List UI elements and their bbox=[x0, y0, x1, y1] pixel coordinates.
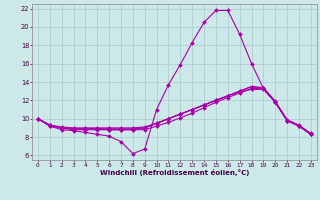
X-axis label: Windchill (Refroidissement éolien,°C): Windchill (Refroidissement éolien,°C) bbox=[100, 169, 249, 176]
